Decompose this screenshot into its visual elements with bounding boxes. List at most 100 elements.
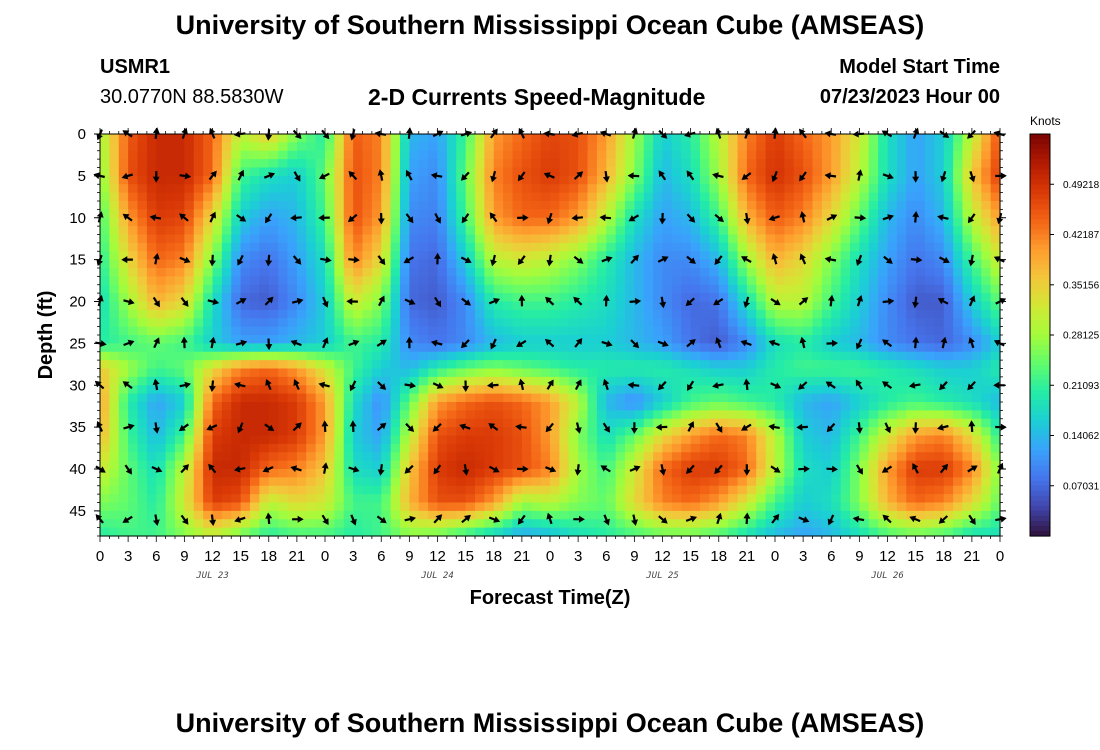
heatmap-cell — [850, 351, 860, 361]
heatmap-cell — [615, 393, 626, 403]
heatmap-cell — [981, 510, 992, 520]
heatmap-cell — [793, 175, 804, 185]
heatmap-cell — [428, 167, 439, 177]
heatmap-cell — [493, 217, 504, 227]
heatmap-cell — [512, 360, 523, 370]
heatmap-cell — [840, 192, 851, 202]
heatmap-cell — [203, 318, 214, 328]
heatmap-cell — [578, 393, 589, 403]
heatmap-cell — [925, 209, 935, 219]
heatmap-cell — [268, 360, 279, 370]
heatmap-cell — [878, 469, 889, 478]
heatmap-cell — [868, 251, 879, 261]
heatmap-cell — [606, 234, 617, 244]
heatmap-cell — [812, 335, 823, 344]
heatmap-cell — [878, 494, 889, 504]
heatmap-cell — [615, 251, 626, 261]
heatmap-cell — [437, 427, 448, 437]
heatmap-cell — [165, 376, 176, 386]
heatmap-cell — [531, 226, 542, 236]
heatmap-cell — [653, 242, 664, 252]
heatmap-cell — [353, 276, 364, 286]
heatmap-cell — [868, 318, 879, 328]
heatmap-cell — [784, 301, 795, 311]
heatmap-cell — [175, 510, 185, 520]
heatmap-cell — [278, 159, 289, 169]
heatmap-cell — [484, 502, 495, 512]
model-start-value: 07/23/2023 Hour 00 — [819, 86, 1000, 108]
heatmap-cell — [540, 284, 551, 294]
heatmap-cell — [446, 510, 457, 520]
heatmap-cell — [765, 226, 776, 236]
heatmap-cell — [446, 527, 457, 537]
heatmap-cell — [325, 209, 335, 219]
current-vector — [798, 516, 810, 523]
heatmap-cell — [409, 494, 420, 504]
heatmap-cell — [906, 335, 917, 344]
heatmap-cell — [465, 427, 476, 437]
heatmap-cell — [503, 519, 514, 529]
heatmap-cell — [409, 469, 420, 478]
heatmap-cell — [118, 167, 129, 177]
heatmap-cell — [775, 393, 785, 403]
heatmap-cell — [437, 460, 448, 470]
heatmap-cell — [915, 410, 926, 420]
heatmap-cell — [615, 209, 626, 219]
heatmap-cell — [550, 242, 560, 252]
heatmap-cell — [521, 343, 532, 353]
heatmap-cell — [418, 301, 429, 311]
current-vector — [855, 254, 863, 266]
heatmap-cell — [728, 469, 739, 478]
heatmap-cell — [278, 301, 289, 311]
heatmap-cell — [700, 226, 710, 236]
heatmap-cell — [709, 402, 720, 411]
heatmap-cell — [400, 268, 410, 277]
current-vector — [377, 464, 385, 476]
current-vector — [293, 379, 300, 391]
heatmap-cell — [821, 402, 832, 411]
heatmap-cell — [540, 410, 551, 420]
heatmap-cell — [925, 435, 935, 445]
heatmap-cell — [756, 519, 767, 529]
heatmap-cell — [259, 410, 270, 420]
heatmap-cell — [418, 184, 429, 194]
heatmap-cell — [831, 510, 842, 520]
heatmap-cell — [531, 368, 542, 378]
current-vector — [882, 297, 895, 305]
heatmap-cell — [137, 510, 148, 520]
heatmap-cell — [193, 402, 204, 411]
heatmap-cell — [587, 201, 598, 210]
heatmap-cell — [596, 435, 607, 445]
heatmap-cell — [268, 142, 279, 152]
heatmap-cell — [615, 418, 626, 428]
heatmap-cell — [287, 410, 298, 420]
heatmap-cell — [793, 251, 804, 261]
heatmap-cell — [690, 527, 701, 537]
heatmap-cell — [484, 293, 495, 303]
heatmap-cell — [137, 184, 148, 194]
heatmap-cell — [784, 376, 795, 386]
current-vector — [743, 378, 751, 391]
heatmap-cell — [596, 318, 607, 328]
heatmap-cell — [953, 268, 964, 277]
heatmap-cell — [878, 527, 889, 537]
heatmap-cell — [784, 284, 795, 294]
heatmap-cell — [775, 351, 785, 361]
heatmap-cell — [334, 284, 345, 294]
heatmap-cell — [887, 410, 898, 420]
heatmap-cell — [475, 418, 485, 428]
heatmap-cell — [643, 175, 654, 185]
heatmap-cell — [512, 301, 523, 311]
heatmap-cell — [784, 485, 795, 495]
heatmap-cell — [821, 142, 832, 152]
heatmap-cell — [868, 485, 879, 495]
heatmap-cell — [550, 268, 560, 277]
heatmap-cell — [250, 226, 260, 236]
heatmap-cell — [681, 368, 692, 378]
heatmap-cell — [709, 494, 720, 504]
heatmap-cell — [503, 477, 514, 487]
heatmap-cell — [109, 293, 120, 303]
heatmap-cell — [231, 184, 242, 194]
heatmap-cell — [878, 192, 889, 202]
heatmap-cell — [165, 368, 176, 378]
